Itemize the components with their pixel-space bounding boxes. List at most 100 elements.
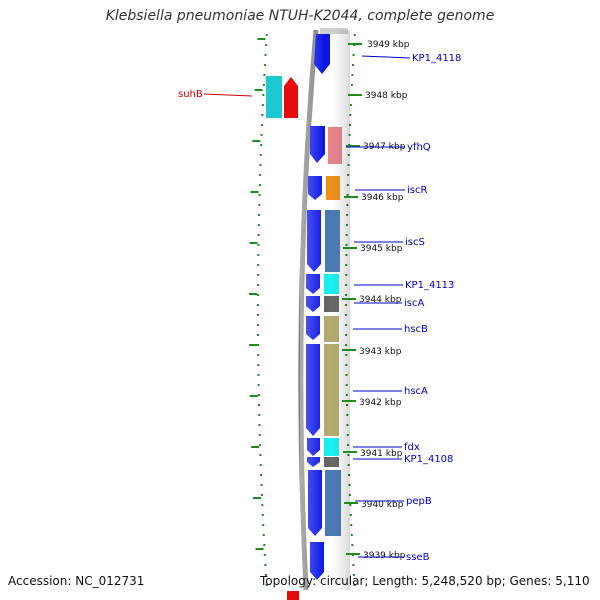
tick-dot: [345, 294, 348, 296]
tick-dot: [257, 374, 260, 376]
gene-label-fdx[interactable]: fdx: [404, 442, 420, 453]
tick-dot: [263, 64, 266, 66]
tick-dot: [261, 514, 264, 516]
tick-dot: [350, 84, 353, 86]
tick-dot: [351, 544, 354, 546]
tick-dot: [346, 404, 349, 406]
tick-dot: [345, 364, 348, 366]
tick-dot: [345, 304, 348, 306]
tick-dot: [264, 54, 267, 56]
gene-labels: KP1_4118 suhB yfhQ iscR iscS KP1_4113 is…: [178, 53, 461, 563]
tick-dot: [347, 454, 350, 456]
tick-dot: [258, 424, 261, 426]
tick-dot: [345, 384, 348, 386]
tick-dot: [261, 114, 264, 116]
gene-label-sseB[interactable]: sseB: [406, 552, 430, 563]
tick-dot: [257, 294, 260, 296]
tick-dot: [353, 34, 356, 36]
tick-dot: [349, 514, 352, 516]
tick-dot: [257, 344, 260, 346]
tick-dot: [345, 234, 348, 236]
kbp-label: 3939 kbp: [363, 551, 406, 561]
cds-arrow-iscR[interactable]: [308, 176, 322, 200]
tick-dot: [257, 394, 260, 396]
tick-dot: [265, 584, 268, 586]
tick-dot: [348, 124, 351, 126]
box-fdx: [324, 438, 339, 456]
cog-category-boxes: [324, 127, 342, 536]
tick-dot: [351, 74, 354, 76]
tick-dot: [265, 34, 268, 36]
tick-dot: [257, 274, 260, 276]
tick-dot: [262, 534, 265, 536]
tick-dot: [262, 524, 265, 526]
gene-label-suhB[interactable]: suhB: [178, 89, 203, 100]
feature-remnant-top: [320, 28, 348, 34]
gene-label-KP1_4118[interactable]: KP1_4118: [412, 53, 461, 64]
tick-dot: [345, 354, 348, 356]
tick-dot: [258, 214, 261, 216]
tick-dot: [350, 534, 353, 536]
gene-label-KP1_4108[interactable]: KP1_4108: [404, 454, 453, 465]
cds-arrow-KP1_4108[interactable]: [307, 457, 320, 467]
gene-label-iscA[interactable]: iscA: [404, 298, 424, 309]
tick-dot: [347, 444, 350, 446]
cds-arrow-yfhQ[interactable]: [310, 126, 325, 163]
tick-dot: [345, 254, 348, 256]
cds-arrow-iscS[interactable]: [307, 210, 321, 272]
cds-arrow-hscA[interactable]: [306, 344, 320, 436]
tick-major: [249, 242, 258, 244]
tick-dot: [346, 184, 349, 186]
gene-suhB[interactable]: [266, 76, 298, 118]
tick-dot: [257, 314, 260, 316]
kbp-label: 3940 kbp: [361, 500, 404, 510]
cds-arrow-fdx[interactable]: [307, 438, 320, 456]
tick-dot: [348, 134, 351, 136]
tick-dot: [260, 474, 263, 476]
kbp-label: 3944 kbp: [359, 295, 402, 305]
tick-dot: [257, 354, 260, 356]
tick-dot: [345, 344, 348, 346]
tick-dot: [345, 394, 348, 396]
tick-dot: [258, 184, 261, 186]
tick-major: [249, 344, 258, 346]
cds-arrow-KP1_4113[interactable]: [306, 274, 320, 294]
tick-dot: [263, 74, 266, 76]
cds-arrow-KP1_4118[interactable]: [314, 34, 330, 74]
gene-label-yfhQ[interactable]: yfhQ: [407, 142, 431, 153]
tick-dot: [348, 474, 351, 476]
tick-dot: [257, 304, 260, 306]
gene-label-pepB[interactable]: pepB: [406, 496, 432, 507]
cds-arrow-pepB[interactable]: [308, 470, 322, 536]
tick-major: [250, 191, 259, 193]
tick-dot: [258, 434, 261, 436]
topology-label: Topology: circular; Length: 5,248,520 bp…: [260, 574, 590, 588]
tick-dot: [258, 404, 261, 406]
gene-label-hscA[interactable]: hscA: [404, 386, 428, 397]
box-pepB: [325, 470, 341, 536]
tick-dot: [348, 494, 351, 496]
box-iscR: [326, 176, 340, 200]
tick-dot: [260, 124, 263, 126]
tick-dot: [259, 464, 262, 466]
gene-label-iscR[interactable]: iscR: [407, 185, 427, 196]
tick-dot: [347, 464, 350, 466]
tick-dot: [263, 544, 266, 546]
cds-arrow-iscA[interactable]: [306, 296, 320, 312]
gene-label-hscB[interactable]: hscB: [404, 324, 428, 335]
left-tick-ruler: [249, 34, 268, 586]
tick-dot: [345, 324, 348, 326]
tick-dot: [257, 234, 260, 236]
tick-dot: [264, 564, 267, 566]
tick-dot: [345, 334, 348, 336]
tick-dot: [261, 104, 264, 106]
gene-label-iscS[interactable]: iscS: [405, 237, 425, 248]
gene-label-KP1_4113[interactable]: KP1_4113: [405, 280, 454, 291]
tick-dot: [260, 494, 263, 496]
tick-dot: [347, 174, 350, 176]
tick-dot: [260, 134, 263, 136]
tick-dot: [257, 284, 260, 286]
accession-label: Accession: NC_012731: [8, 574, 145, 588]
cds-arrow-hscB[interactable]: [306, 316, 320, 340]
